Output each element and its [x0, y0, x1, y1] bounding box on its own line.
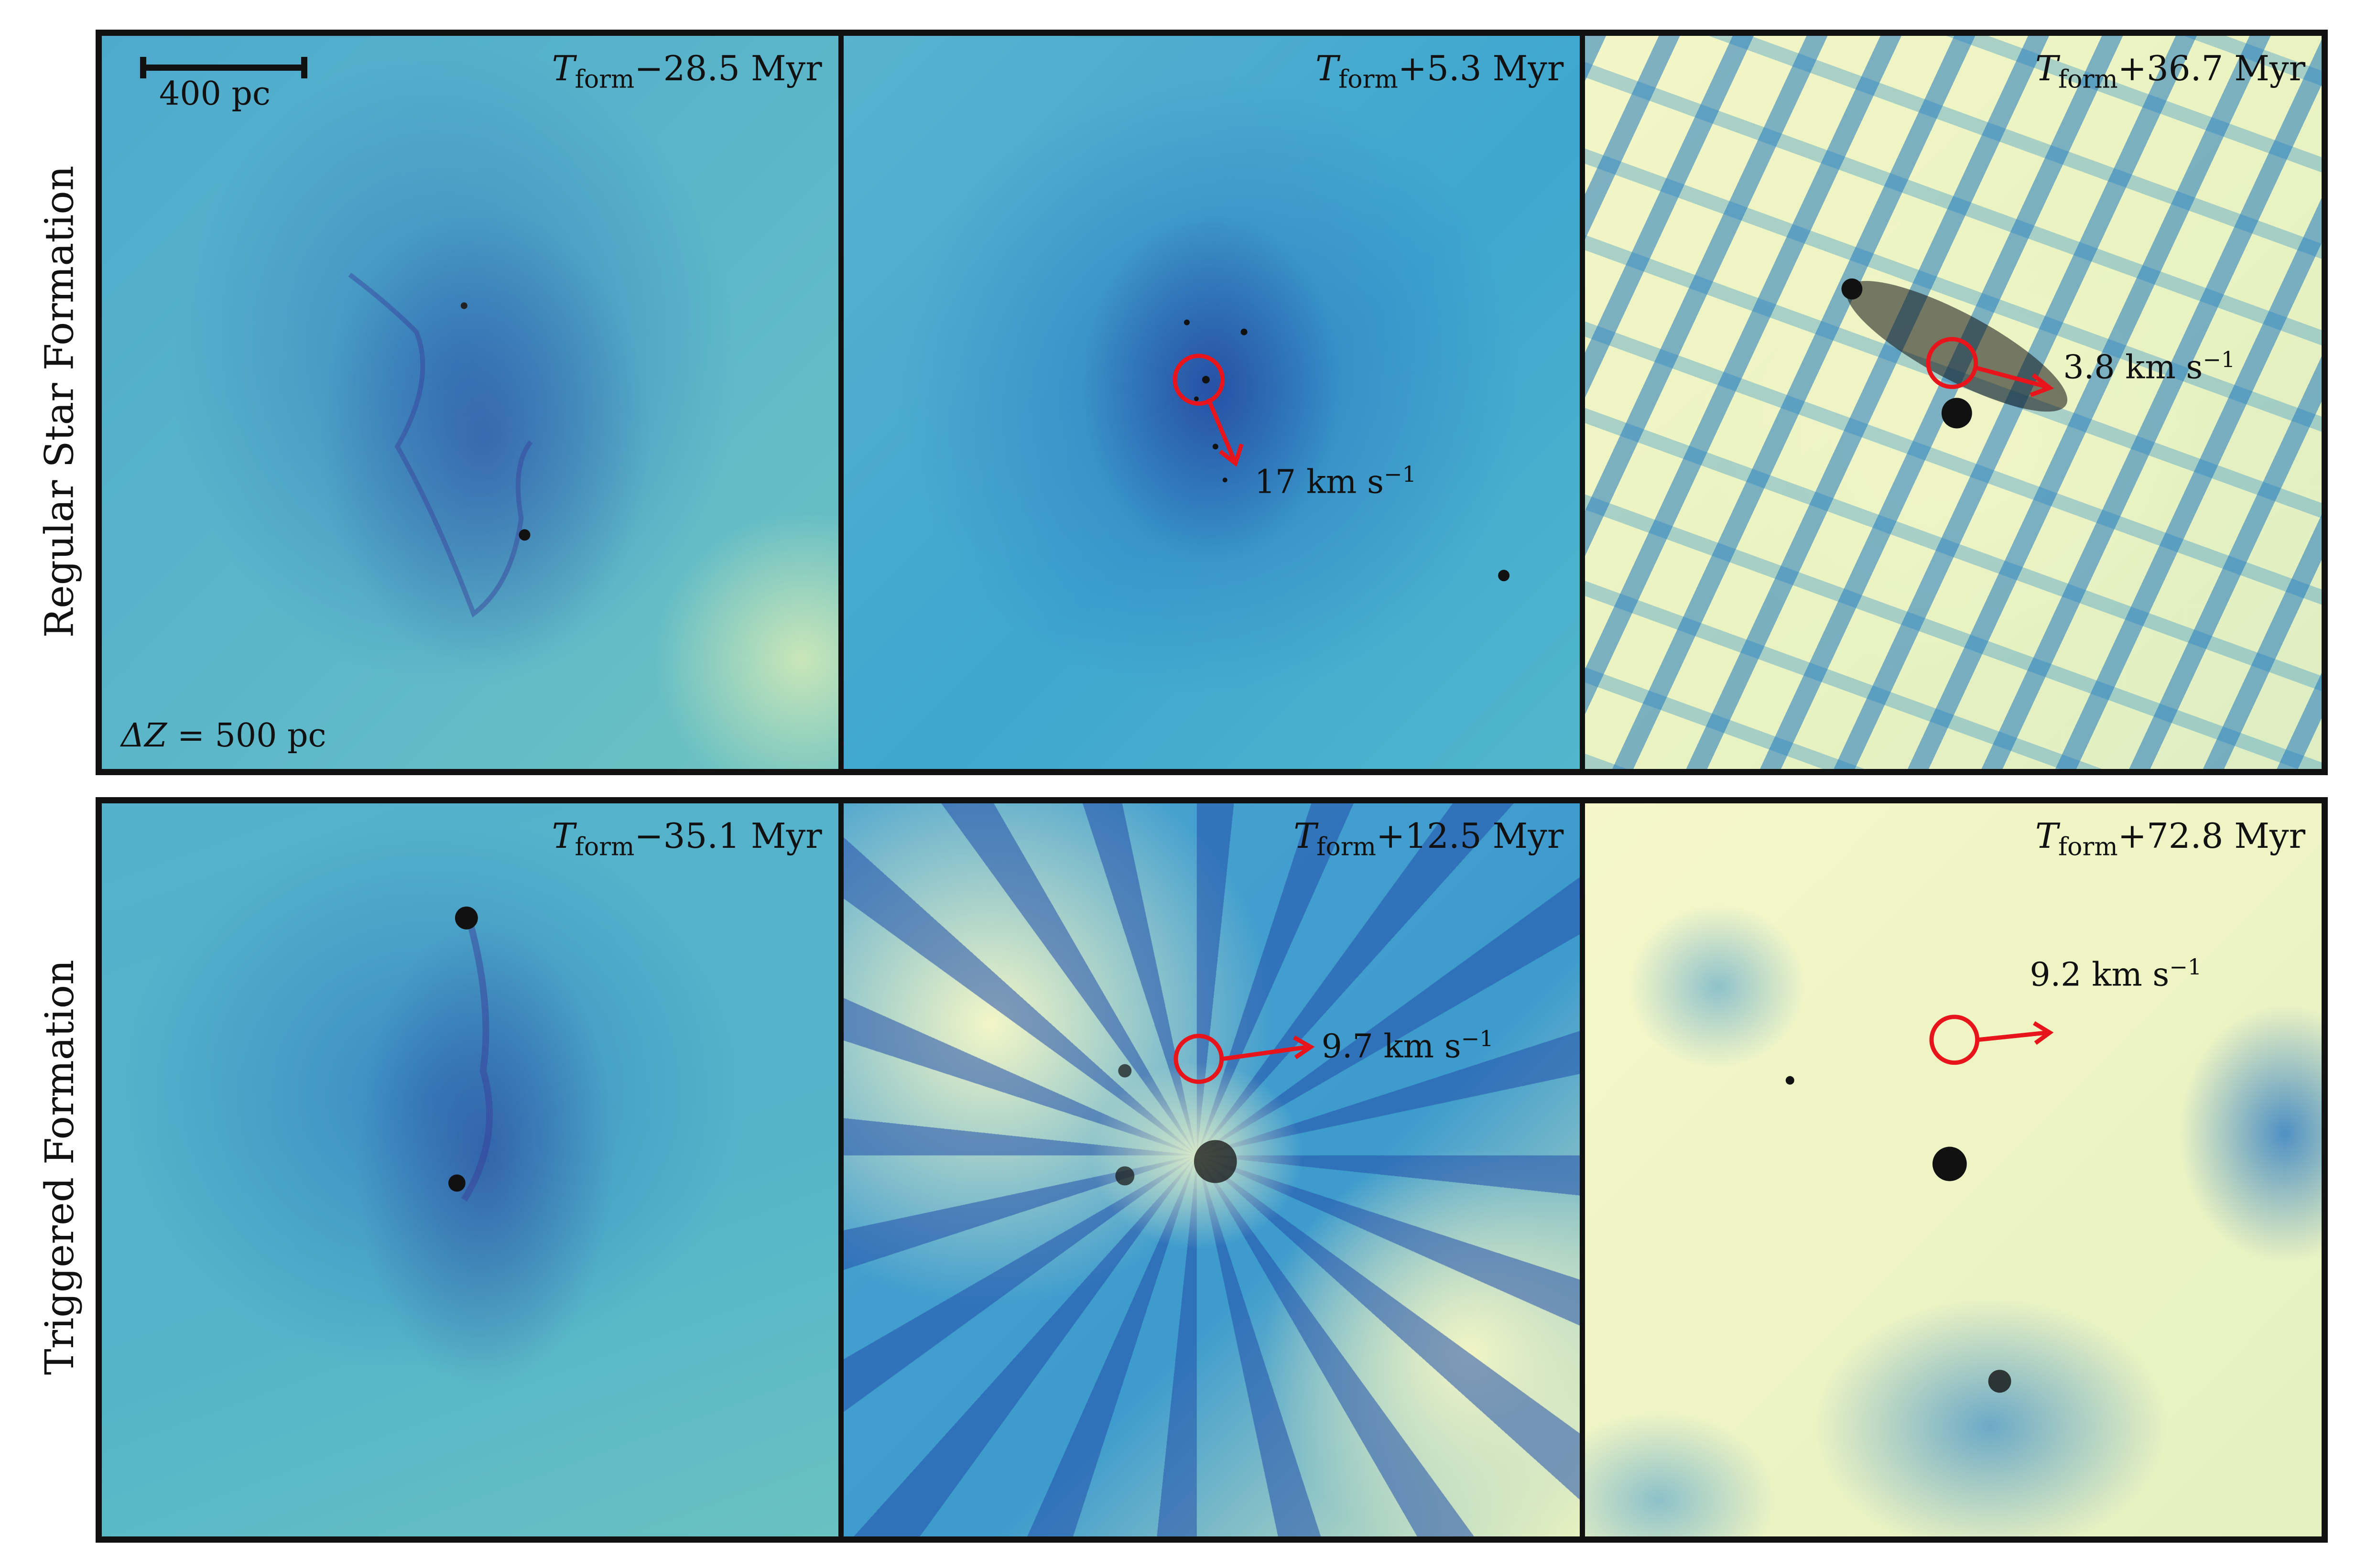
star-cluster	[1942, 398, 1973, 429]
row-label-regular: Regular Star Formation	[29, 33, 91, 769]
depth-label-value: = 500 pc	[167, 717, 326, 755]
star-cluster	[1933, 1146, 1967, 1181]
tracked-cluster-circle	[1926, 337, 1978, 389]
star-cluster	[1786, 1076, 1795, 1085]
panel-overlay	[1786, 1015, 2054, 1393]
time-label: Tform−35.1 Myr	[552, 816, 822, 862]
panel-overlay	[1173, 319, 1509, 582]
depth-label: ΔZ = 500 pc	[121, 717, 326, 755]
velocity-arrow-head	[2033, 1021, 2054, 1045]
panel-overlay	[1115, 1034, 1315, 1186]
tracked-cluster-circle	[1929, 1015, 1980, 1065]
panel-overlay	[448, 906, 493, 1202]
panel-triggered-2: 9.7 km s−1 Tform+12.5 Myr	[838, 803, 1580, 1536]
panel-row-triggered: Tform−35.1 Myr 9.7 km s−1 Tform+12.5 Myr…	[96, 797, 2328, 1543]
time-label: Tform+36.7 Myr	[2035, 48, 2306, 94]
row-label-triggered-text: Triggered Formation	[37, 960, 83, 1375]
time-label: Tform−28.5 Myr	[552, 48, 822, 94]
star-cluster	[460, 302, 467, 309]
velocity-arrow	[1222, 1045, 1309, 1061]
star-cluster	[1194, 1140, 1237, 1183]
velocity-arrow-head	[2030, 373, 2054, 397]
gas-density-map	[102, 36, 838, 769]
time-label: Tform+5.3 Myr	[1315, 48, 1564, 94]
panel-regular-3: 3.8 km s−1 Tform+36.7 Myr	[1580, 36, 2322, 769]
star-cluster	[1841, 278, 1863, 300]
velocity-arrow	[1978, 1030, 2048, 1042]
filament	[461, 917, 493, 1202]
star-cluster	[1115, 1166, 1134, 1186]
velocity-label: 17 km s−1	[1254, 461, 1416, 501]
panel-regular-1: 400 pc ΔZ = 500 pc Tform−28.5 Myr	[102, 36, 838, 769]
velocity-label: 3.8 km s−1	[2063, 346, 2236, 387]
velocity-arrow-head	[1218, 443, 1244, 467]
time-label: Tform+12.5 Myr	[1293, 816, 1564, 862]
panel-overlay	[348, 272, 533, 618]
star-cluster	[1988, 1370, 2011, 1393]
star-cluster	[1118, 1064, 1131, 1078]
filament	[348, 272, 533, 618]
row-label-triggered: Triggered Formation	[29, 798, 91, 1536]
time-label: Tform+72.8 Myr	[2035, 816, 2306, 862]
star-cluster	[519, 529, 531, 541]
panel-overlay	[1841, 278, 2068, 429]
tracked-cluster-circle	[1173, 354, 1225, 406]
star-cluster	[448, 1174, 466, 1192]
velocity-label: 9.7 km s−1	[1321, 1026, 1494, 1066]
panel-triggered-1: Tform−35.1 Myr	[102, 803, 838, 1536]
velocity-arrow	[1206, 398, 1237, 462]
star-cluster	[455, 906, 478, 930]
velocity-label: 9.2 km s−1	[2030, 954, 2202, 994]
row-label-regular-text: Regular Star Formation	[37, 165, 83, 638]
tracked-cluster-circle	[1173, 1034, 1224, 1084]
scale-bar-line	[140, 57, 307, 78]
velocity-arrow-head	[1292, 1035, 1315, 1060]
velocity-arrow	[1975, 366, 2048, 389]
panel-triggered-3: 9.2 km s−1 Tform+72.8 Myr	[1580, 803, 2322, 1536]
panel-regular-2: 17 km s−1 Tform+5.3 Myr	[838, 36, 1580, 769]
panel-row-regular: 400 pc ΔZ = 500 pc Tform−28.5 Myr 17 km …	[96, 30, 2328, 775]
scale-bar-label: 400 pc	[159, 75, 271, 113]
depth-label-symbol: ΔZ	[121, 717, 167, 755]
